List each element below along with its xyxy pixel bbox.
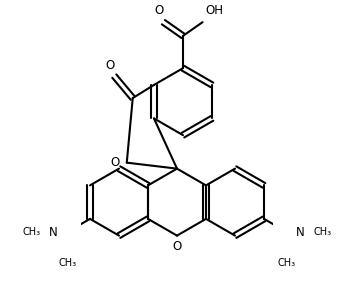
Text: CH₃: CH₃ bbox=[278, 258, 296, 268]
Text: O: O bbox=[110, 156, 120, 169]
Text: N: N bbox=[49, 226, 58, 238]
Text: CH₃: CH₃ bbox=[23, 227, 41, 237]
Text: CH₃: CH₃ bbox=[313, 227, 331, 237]
Text: N: N bbox=[296, 226, 305, 238]
Text: O: O bbox=[172, 240, 182, 253]
Text: OH: OH bbox=[206, 4, 223, 17]
Text: CH₃: CH₃ bbox=[58, 258, 76, 268]
Text: O: O bbox=[154, 4, 163, 17]
Text: O: O bbox=[105, 60, 114, 72]
